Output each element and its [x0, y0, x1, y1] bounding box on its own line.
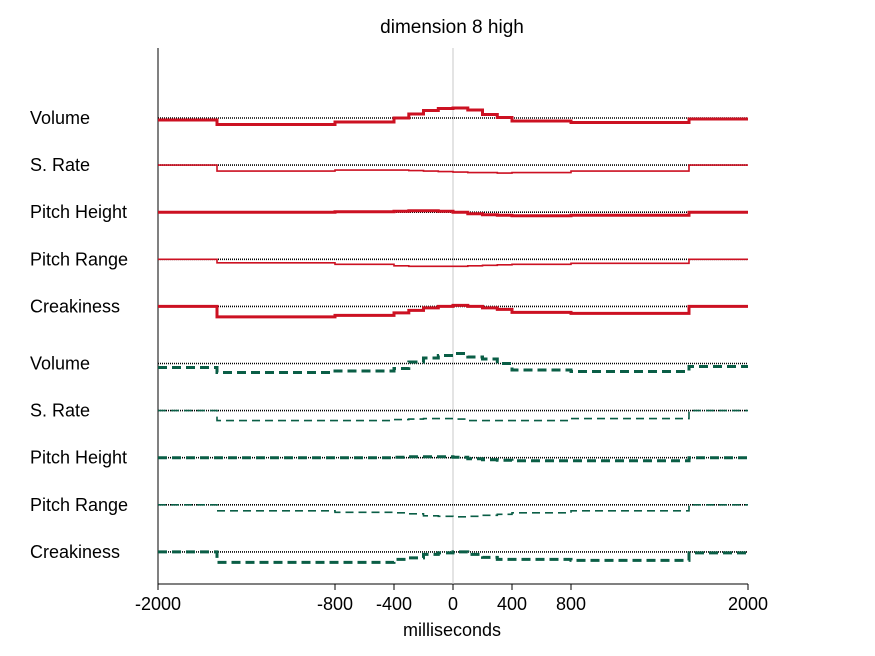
upper-volume-series-line: [158, 106, 748, 126]
lower-pitch-height-label: Pitch Height: [30, 448, 127, 468]
lower-creakiness-series-line: [158, 550, 748, 564]
lower-volume-series-line: [158, 352, 748, 374]
upper-creakiness-label: Creakiness: [30, 296, 120, 316]
plot-area: [158, 48, 748, 584]
chart-title: dimension 8 high: [380, 17, 524, 38]
upper-volume-label: Volume: [30, 108, 90, 128]
x-tick-label: -800: [317, 594, 353, 614]
upper-s-rate-series-line: [158, 164, 748, 174]
x-tick-label: -2000: [135, 594, 181, 614]
x-tick-label: 400: [497, 594, 527, 614]
upper-pitch-height-series-line: [158, 209, 748, 218]
lower-s-rate-label: S. Rate: [30, 401, 90, 421]
lower-pitch-height-series-line: [158, 455, 748, 463]
lower-creakiness-label: Creakiness: [30, 542, 120, 562]
upper-s-rate-label: S. Rate: [30, 155, 90, 175]
upper-creakiness-series-line: [158, 303, 748, 319]
row-labels: Volume S. Rate Pitch Height Pitch Range Crea…: [30, 108, 128, 562]
x-tick-label: -400: [376, 594, 412, 614]
lower-volume-label: Volume: [30, 354, 90, 374]
x-axis-label: milliseconds: [403, 620, 501, 640]
x-tick-label: 0: [448, 594, 458, 614]
upper-pitch-height-label: Pitch Height: [30, 202, 127, 222]
upper-pitch-range-series-line: [158, 258, 748, 268]
lower-s-rate-series-line: [158, 409, 748, 422]
x-axis-ticks: -2000 -800 -400 0 400 800 2000: [135, 584, 768, 614]
x-tick-label: 2000: [728, 594, 768, 614]
upper-pitch-range-label: Pitch Range: [30, 249, 128, 269]
x-tick-label: 800: [556, 594, 586, 614]
lower-pitch-range-series-line: [158, 504, 748, 518]
lower-pitch-range-label: Pitch Range: [30, 495, 128, 515]
